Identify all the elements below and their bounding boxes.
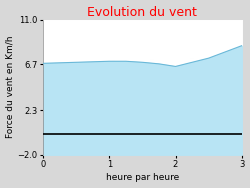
Y-axis label: Force du vent en Km/h: Force du vent en Km/h bbox=[6, 36, 15, 139]
Title: Evolution du vent: Evolution du vent bbox=[88, 6, 197, 19]
X-axis label: heure par heure: heure par heure bbox=[106, 174, 179, 182]
